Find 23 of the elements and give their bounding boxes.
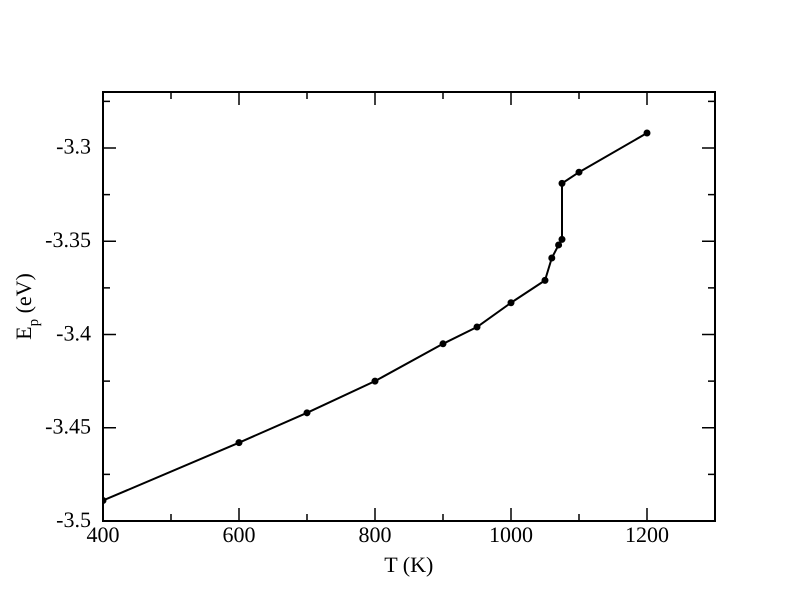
point xyxy=(542,276,548,284)
point xyxy=(440,340,446,348)
point xyxy=(236,439,242,446)
y-tick-label: -3.3 xyxy=(56,134,91,159)
y-tick-label: -3.45 xyxy=(45,414,91,439)
point xyxy=(555,241,562,248)
point xyxy=(304,409,310,416)
point xyxy=(372,378,378,385)
y-tick-label: -3.4 xyxy=(56,320,91,346)
point xyxy=(644,130,650,137)
y-axis-title: Ep (eV) xyxy=(11,273,42,340)
x-tick-label: 1200 xyxy=(625,522,669,547)
point xyxy=(558,236,566,243)
x-tick-label: 600 xyxy=(222,522,256,547)
x-tick-label: 1000 xyxy=(489,522,533,547)
point xyxy=(474,324,480,331)
point xyxy=(548,254,556,262)
x-axis-title: T (K) xyxy=(384,552,434,577)
point xyxy=(508,299,514,306)
point xyxy=(576,168,582,176)
x-tick-label: 800 xyxy=(358,522,392,547)
point xyxy=(558,180,566,187)
y-tick-label: -3.35 xyxy=(45,227,91,252)
